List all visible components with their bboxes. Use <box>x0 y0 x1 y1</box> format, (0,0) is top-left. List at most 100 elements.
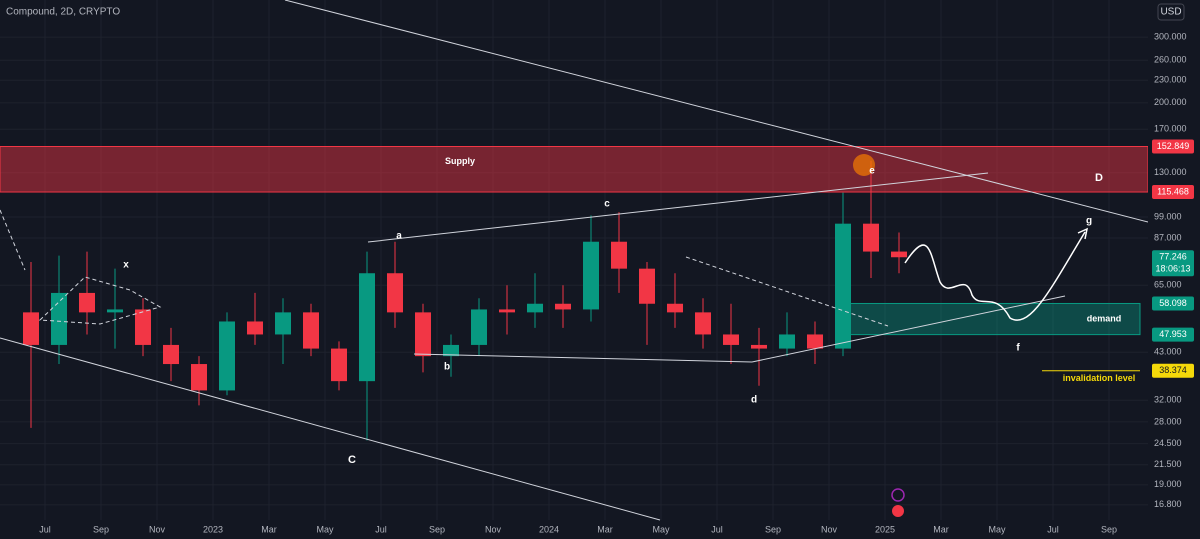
event-icon[interactable] <box>892 505 904 517</box>
wave-label: c <box>604 199 610 210</box>
y-tick-label: 130.000 <box>1154 167 1187 177</box>
candle-body <box>275 312 291 335</box>
event-icon[interactable] <box>891 488 905 502</box>
zone <box>0 146 1149 193</box>
zone-label: Supply <box>445 156 475 166</box>
y-tick-label: 28.000 <box>1154 416 1182 426</box>
candle-body <box>667 303 683 313</box>
x-tick-label: May <box>652 524 670 534</box>
currency[interactable]: USD <box>1160 7 1181 18</box>
trendline <box>751 295 1066 363</box>
wave-label: a <box>396 231 402 242</box>
price-tag-label: 58.098 <box>1159 298 1187 308</box>
x-tick-label: Mar <box>597 524 613 534</box>
x-tick-label: Nov <box>485 524 502 534</box>
candle-body <box>835 223 851 349</box>
candle-body <box>303 312 319 349</box>
x-tick-label: 2024 <box>539 524 559 534</box>
zone <box>847 302 1141 336</box>
currency-button[interactable] <box>1157 3 1185 21</box>
candle-body <box>163 344 179 365</box>
price-tag <box>1152 363 1194 378</box>
candle-body <box>499 309 515 313</box>
drawings: a b c d e f g x C D <box>0 0 1149 521</box>
zone-label: demand <box>1087 313 1122 323</box>
price-tag <box>1152 185 1194 200</box>
x-tick-label: Jul <box>375 524 387 534</box>
x-tick-label: Nov <box>149 524 166 534</box>
wave-label: D <box>1095 172 1103 184</box>
invalidation-label: invalidation level <box>1063 373 1136 383</box>
price-tag-label: 115.468 <box>1157 186 1189 196</box>
countdown: 18:06:13 <box>1155 264 1190 274</box>
x-tick-label: Jul <box>39 524 51 534</box>
candle-body <box>247 321 263 335</box>
trendline <box>0 337 661 521</box>
price-tag <box>1152 139 1194 154</box>
y-tick-label: 99.000 <box>1154 211 1182 221</box>
y-tick-label: 260.000 <box>1154 55 1187 65</box>
price-tag <box>1152 250 1194 277</box>
candle-body <box>751 344 767 349</box>
trendline <box>367 172 989 243</box>
candle-body <box>51 292 67 345</box>
x-tick-label: Jul <box>711 524 723 534</box>
y-tick-label: 21.500 <box>1154 459 1182 469</box>
candle-body <box>191 364 207 391</box>
candle-body <box>135 309 151 345</box>
wave-label: C <box>348 454 356 466</box>
candle-body <box>863 223 879 252</box>
candle-body <box>807 334 823 349</box>
axes: 300.000 260.000 230.000 200.000 170.000 130.0… <box>39 31 1194 534</box>
y-tick-label: 170.000 <box>1154 124 1187 134</box>
x-tick-label: Nov <box>821 524 838 534</box>
dashed-line <box>0 209 889 327</box>
y-tick-label: 32.000 <box>1154 395 1182 405</box>
price-tag-label: 152.849 <box>1157 141 1190 151</box>
trendline <box>413 353 753 363</box>
wave-label: f <box>1016 343 1020 354</box>
projection-path <box>904 231 1086 321</box>
candle-body <box>79 292 95 313</box>
candle-body <box>779 334 795 349</box>
highlight <box>853 154 875 176</box>
x-tick-label: Sep <box>765 524 781 534</box>
y-tick-label: 87.000 <box>1154 232 1182 242</box>
y-tick-label: 230.000 <box>1154 75 1187 85</box>
wave-label: g <box>1086 216 1092 227</box>
x-tick-label: Sep <box>429 524 445 534</box>
candles <box>23 160 907 441</box>
candle-body <box>415 312 431 357</box>
candle-body <box>695 312 711 335</box>
y-tick-label: 65.000 <box>1154 280 1182 290</box>
grid <box>0 0 1148 520</box>
wave-label: d <box>751 395 757 406</box>
chart-title: Compound, 2D, CRYPTO <box>6 7 120 18</box>
price-tag-label: 47.953 <box>1159 329 1187 339</box>
candle-body <box>219 321 235 391</box>
x-tick-label: May <box>316 524 334 534</box>
x-tick-label: Sep <box>93 524 109 534</box>
candle-body <box>471 309 487 345</box>
wave-label: x <box>123 260 129 271</box>
price-tag <box>1152 327 1194 342</box>
x-tick-label: Mar <box>933 524 949 534</box>
candle-body <box>723 334 739 345</box>
y-tick-label: 24.500 <box>1154 438 1182 448</box>
y-tick-label: 200.000 <box>1154 97 1187 107</box>
x-tick-label: Sep <box>1101 524 1117 534</box>
candle-body <box>387 273 403 313</box>
arrow-head <box>1077 227 1089 240</box>
trendline <box>284 0 1149 223</box>
price-tag <box>1152 296 1194 311</box>
candle-body <box>359 273 375 382</box>
candle-body <box>527 303 543 313</box>
candle-body <box>23 312 39 345</box>
x-tick-label: 2023 <box>203 524 223 534</box>
x-tick-label: Mar <box>261 524 277 534</box>
x-tick-label: May <box>988 524 1006 534</box>
y-tick-label: 19.000 <box>1154 479 1182 489</box>
candle-body <box>107 309 123 313</box>
